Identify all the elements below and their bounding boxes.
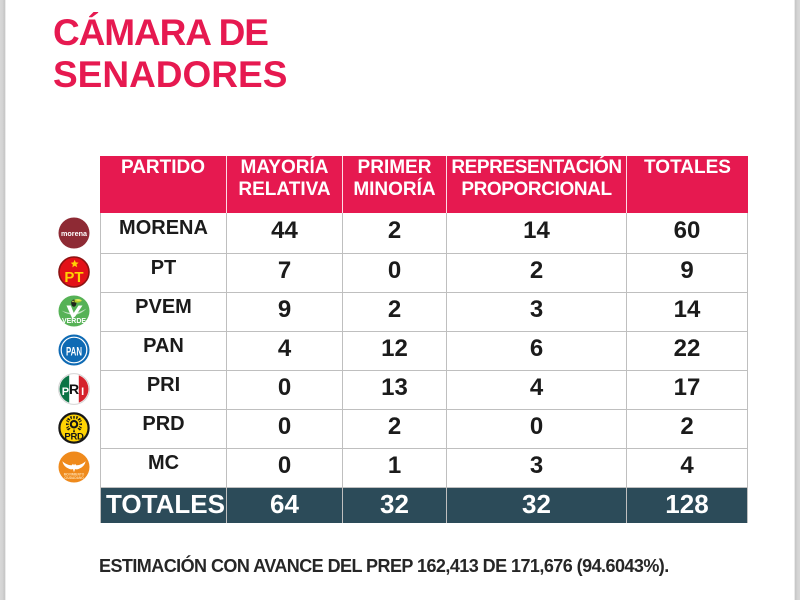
svg-text:PRD: PRD	[64, 432, 84, 443]
svg-text:MOVIMIENTO: MOVIMIENTO	[64, 473, 85, 477]
svg-text:CIUDADANO: CIUDADANO	[64, 476, 84, 480]
svg-text:R: R	[69, 381, 79, 397]
svg-text:VERDE: VERDE	[62, 318, 86, 325]
svg-text:P: P	[62, 386, 69, 398]
svg-text:morena: morena	[61, 229, 88, 238]
svg-text:I: I	[81, 386, 84, 398]
svg-text:PAN: PAN	[66, 345, 82, 359]
svg-text:PT: PT	[64, 269, 83, 286]
